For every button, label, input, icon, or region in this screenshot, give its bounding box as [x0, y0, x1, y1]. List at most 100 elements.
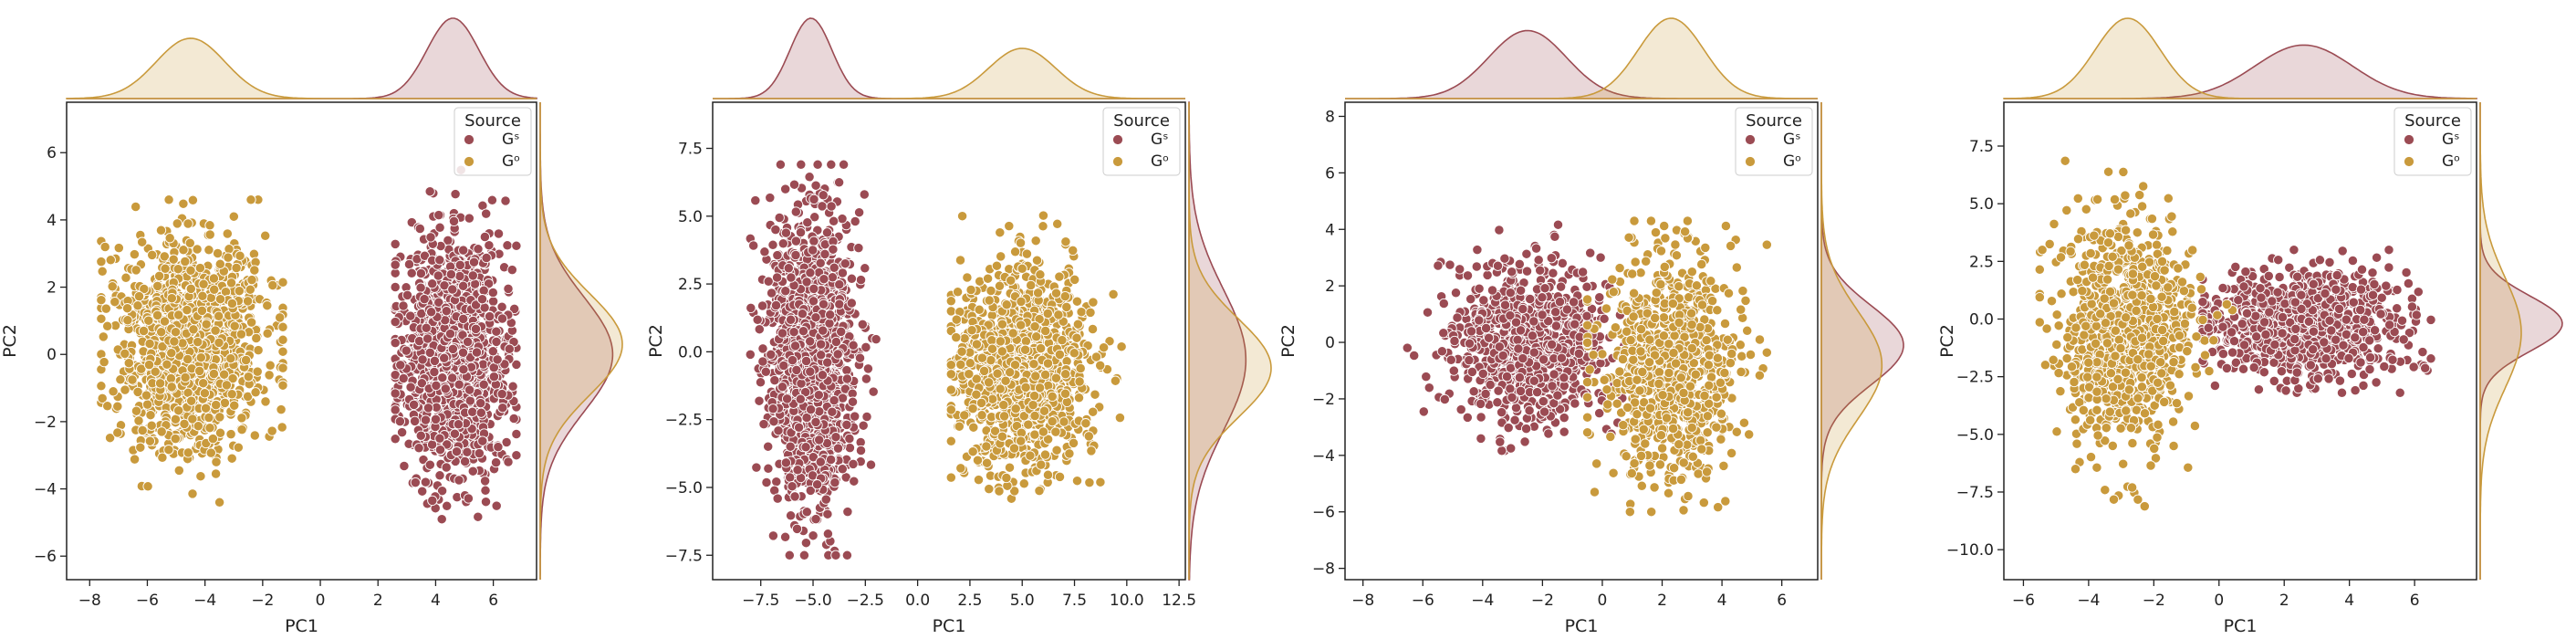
scatter-point: [963, 273, 972, 282]
scatter-point: [755, 396, 764, 405]
scatter-point: [488, 347, 497, 356]
scatter-point: [786, 315, 795, 324]
scatter-point: [123, 316, 132, 325]
scatter-point: [261, 397, 270, 406]
scatter-point: [854, 208, 863, 217]
scatter-point: [791, 207, 800, 216]
scatter-point: [828, 407, 837, 416]
scatter-point: [219, 370, 228, 379]
scatter-point: [762, 477, 771, 487]
scatter-point: [757, 301, 767, 310]
scatter-point: [181, 257, 190, 266]
scatter-point: [809, 236, 819, 246]
scatter-point: [827, 160, 836, 169]
scatter-point: [438, 373, 447, 382]
scatter-point: [421, 415, 430, 424]
scatter-point: [776, 160, 785, 169]
scatter-point: [481, 498, 490, 507]
scatter-point: [779, 361, 788, 370]
scatter-point: [128, 375, 137, 384]
scatter-point: [138, 237, 147, 246]
scatter-point: [230, 321, 239, 330]
scatter-point: [830, 477, 840, 487]
scatter-point: [391, 239, 400, 248]
scatter-point: [100, 242, 110, 251]
scatter-point: [480, 477, 489, 486]
y-tick-label: 6: [47, 144, 57, 162]
scatter-point: [808, 246, 818, 255]
scatter-point: [187, 396, 196, 405]
scatter-point: [781, 228, 790, 237]
scatter-point: [497, 314, 506, 323]
scatter-point: [946, 436, 955, 445]
scatter-point: [855, 353, 864, 362]
scatter-point: [858, 320, 867, 329]
scatter-point: [1053, 219, 1062, 228]
scatter-point: [759, 419, 768, 428]
scatter-point: [492, 337, 501, 346]
scatter-point: [276, 313, 285, 322]
y-tick-label: 4: [47, 212, 57, 230]
scatter-point: [110, 298, 120, 307]
scatter-point: [1031, 236, 1040, 246]
scatter-point: [134, 291, 143, 300]
scatter-point: [797, 160, 806, 169]
scatter-point: [230, 401, 239, 410]
scatter-point: [827, 202, 836, 211]
scatter-point: [391, 389, 400, 398]
scatter-point: [164, 195, 173, 204]
scatter-point: [451, 189, 460, 198]
scatter-point: [250, 266, 259, 275]
scatter-point: [808, 531, 818, 540]
scatter-point: [188, 489, 197, 498]
scatter-point: [786, 511, 795, 520]
scatter-point: [787, 355, 797, 364]
scatter-point: [838, 393, 847, 403]
scatter-point: [183, 448, 193, 457]
scatter-point: [746, 350, 755, 359]
scatter-point: [434, 210, 443, 219]
scatter-point: [215, 295, 224, 304]
scatter-point: [432, 381, 441, 390]
scatter-point: [472, 348, 481, 357]
scatter-point: [799, 550, 808, 560]
scatter-point: [749, 241, 758, 250]
scatter-point: [167, 294, 176, 303]
scatter-point: [498, 403, 507, 413]
scatter-point: [120, 385, 130, 394]
scatter-point: [205, 424, 214, 433]
scatter-point: [265, 371, 274, 380]
scatter-point: [458, 281, 467, 290]
scatter-point: [985, 484, 994, 493]
scatter-point: [400, 461, 409, 470]
scatter-point: [139, 326, 148, 335]
scatter-point: [188, 195, 197, 204]
scatter-point: [450, 429, 459, 438]
scatter-point: [758, 344, 767, 353]
scatter-point: [835, 279, 844, 288]
scatter-point: [772, 477, 781, 487]
scatter-point: [806, 404, 815, 414]
scatter-point: [819, 326, 828, 335]
scatter-point: [245, 285, 255, 294]
scatter-point: [767, 350, 776, 359]
scatter-point: [101, 304, 110, 313]
scatter-point: [792, 365, 801, 374]
scatter-point: [801, 356, 810, 365]
scatter-point: [277, 423, 287, 432]
scatter-point: [236, 330, 245, 339]
scatter-point: [1055, 472, 1064, 481]
scatter-point: [492, 501, 501, 510]
scatter-point: [399, 301, 408, 310]
scatter-point: [871, 334, 881, 343]
scatter-point: [426, 233, 435, 242]
scatter-point: [850, 412, 860, 421]
scatter-point: [512, 429, 521, 438]
scatter-point: [504, 457, 513, 466]
scatter-point: [147, 421, 156, 430]
x-tick-label: 2: [373, 592, 383, 610]
scatter-point: [402, 290, 412, 299]
x-tick-label: −8: [78, 592, 101, 610]
scatter-point: [430, 356, 439, 365]
scatter-point: [395, 416, 404, 425]
